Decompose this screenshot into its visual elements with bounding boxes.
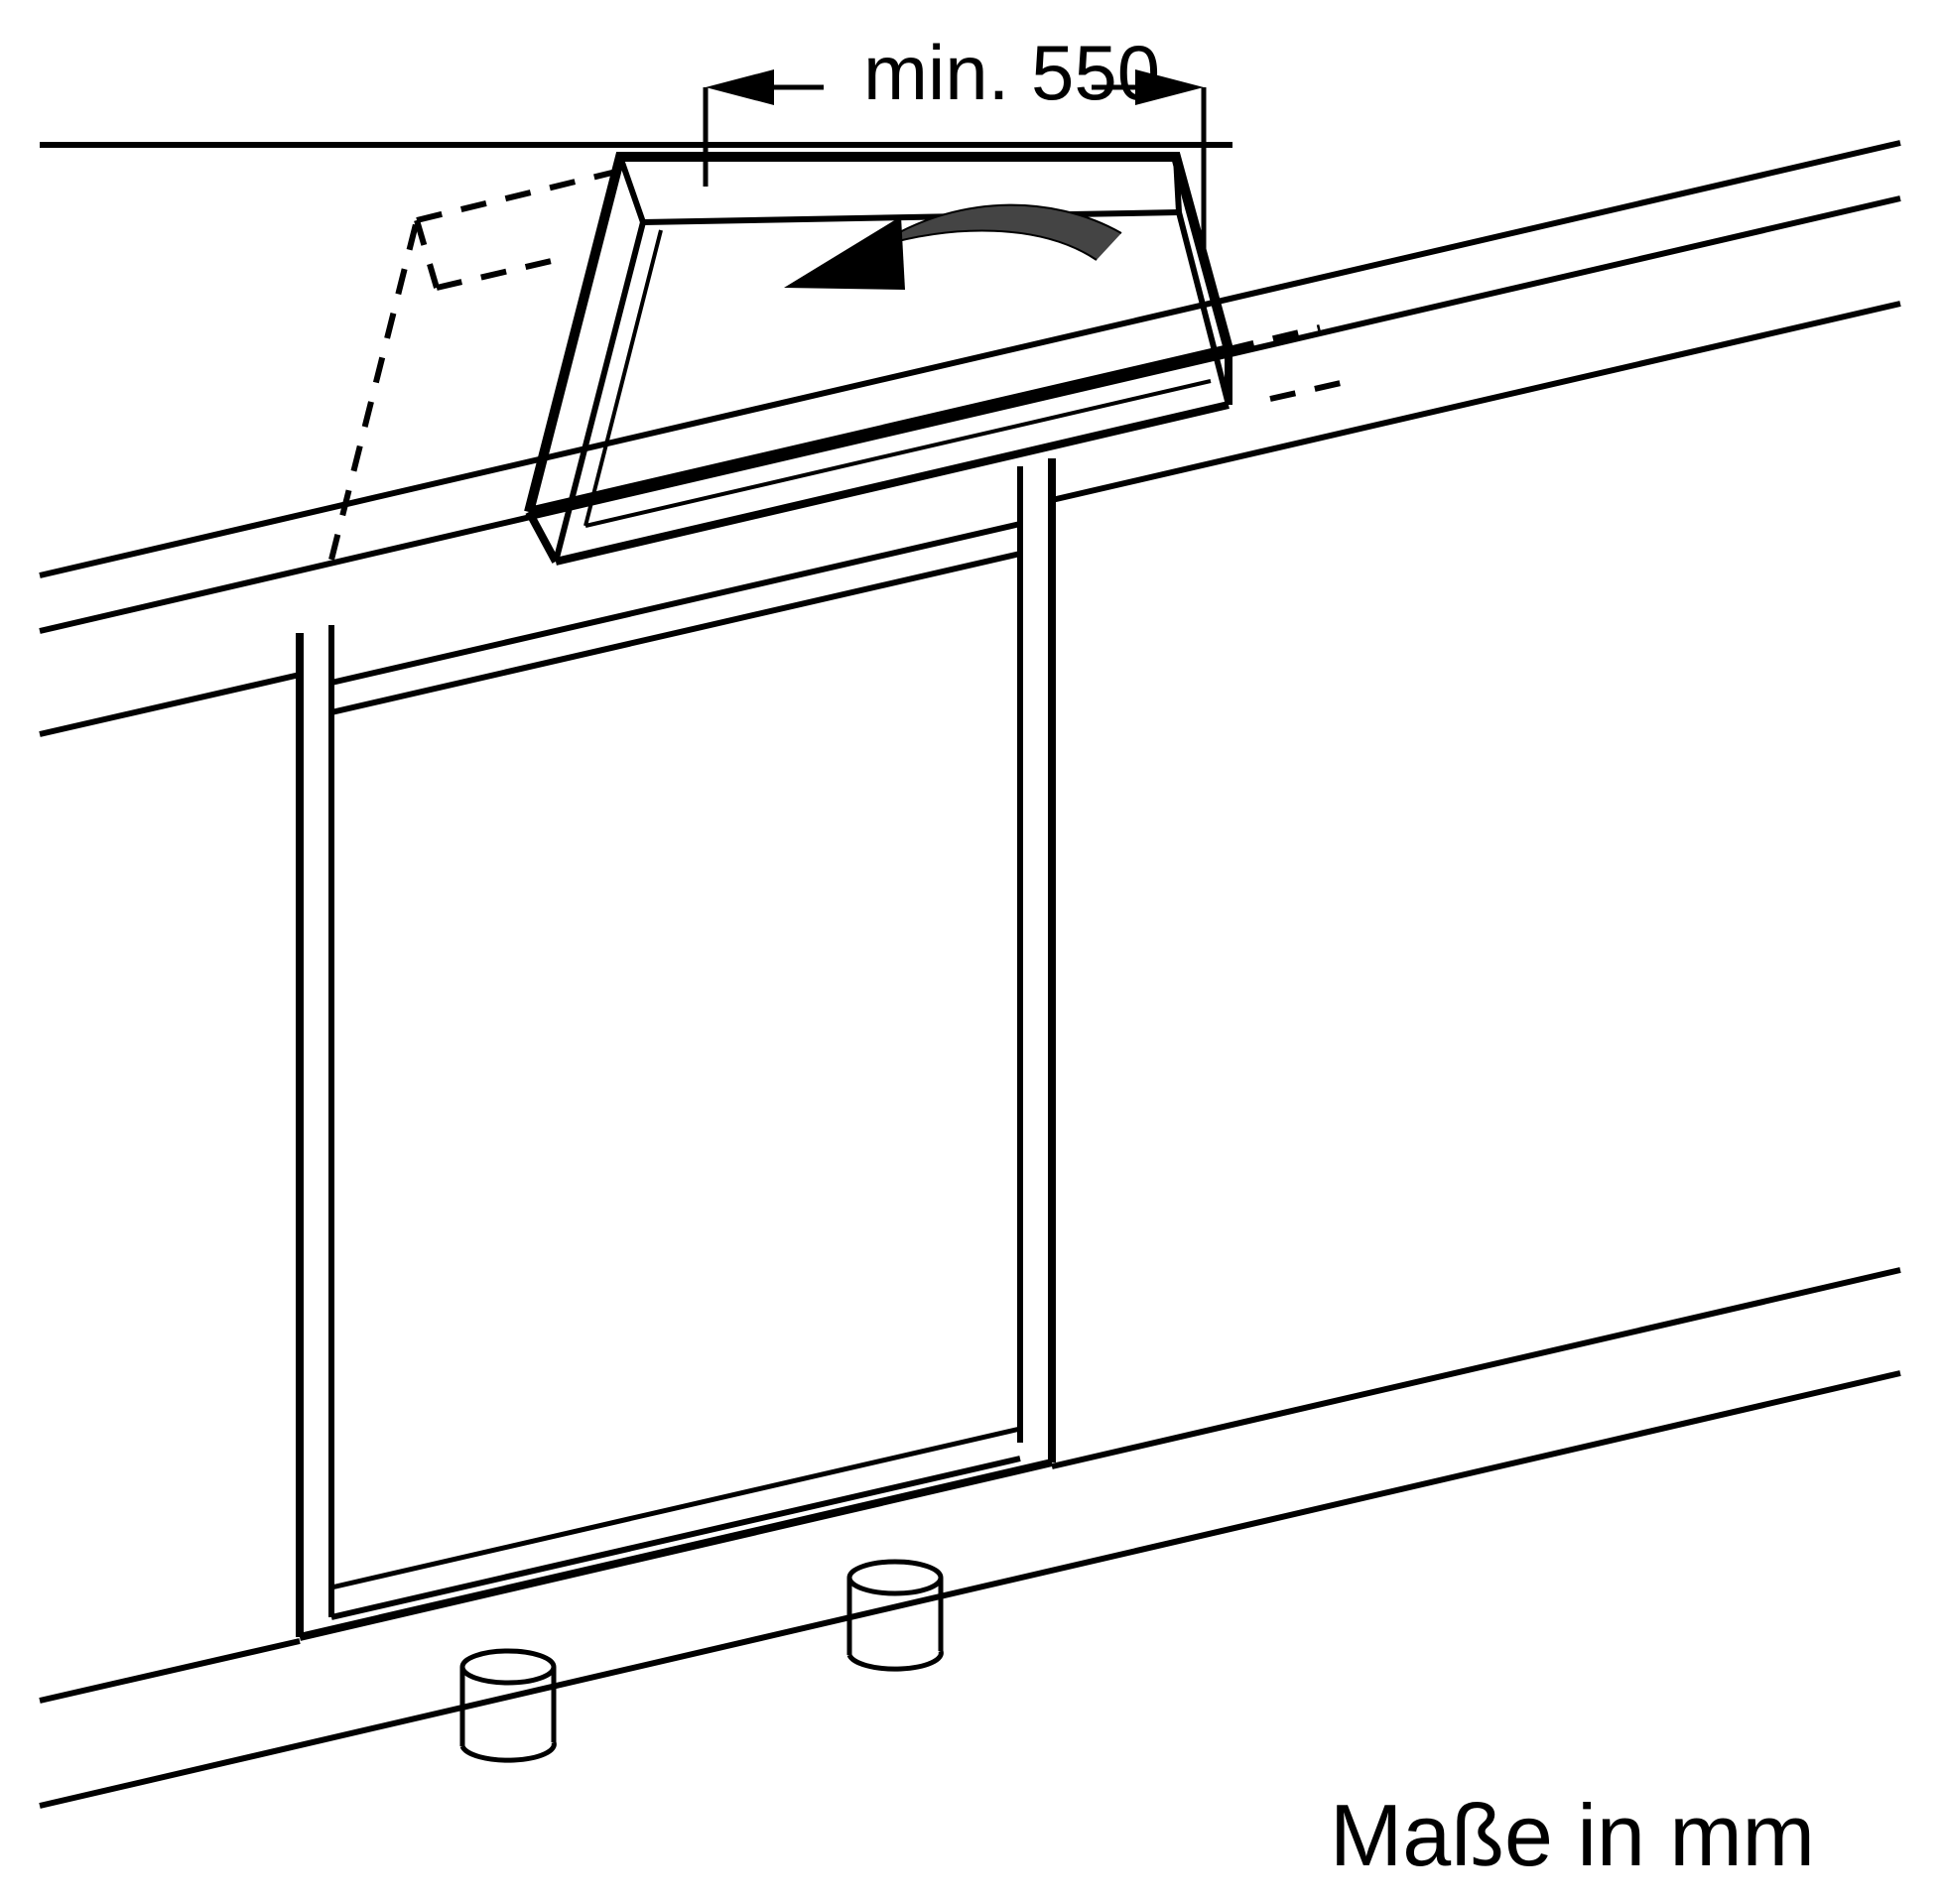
- installation-diagram: min. 550 Maße in mm: [0, 0, 1944, 1904]
- dimension-label: min. 550: [863, 29, 1160, 116]
- units-label: Maße in mm: [1330, 1786, 1815, 1884]
